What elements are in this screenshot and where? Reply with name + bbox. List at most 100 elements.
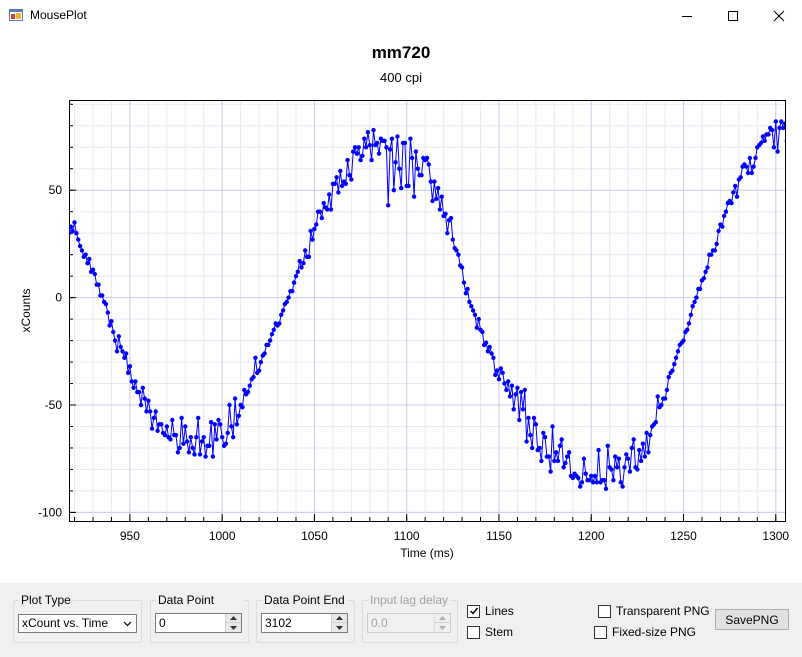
data-point: [70, 228, 75, 234]
spin-up-icon[interactable]: [332, 614, 347, 623]
spin-down-icon[interactable]: [435, 623, 450, 632]
end-input[interactable]: 3102: [261, 613, 348, 633]
data-point: [181, 441, 186, 446]
data-point: [258, 359, 264, 365]
lines-checkbox-box[interactable]: [467, 604, 480, 618]
data-point: [395, 134, 400, 139]
y-tick-label: 50: [49, 183, 63, 197]
data-point: [133, 379, 138, 384]
data-point: [712, 248, 718, 253]
data-point: [747, 155, 753, 161]
data-point: [723, 209, 729, 214]
data-point: [389, 136, 395, 141]
data-point: [720, 224, 725, 229]
data-point: [347, 173, 352, 178]
x-tick-label: 1000: [209, 529, 236, 543]
data-point: [664, 387, 670, 393]
data-point: [729, 200, 734, 206]
data-point: [554, 450, 559, 455]
close-button[interactable]: [756, 0, 802, 31]
data-point: [744, 164, 749, 169]
transparent-png-checkbox[interactable]: Transparent PNG: [598, 604, 710, 618]
data-point: [659, 402, 664, 408]
spin-up-icon[interactable]: [226, 614, 241, 623]
data-point: [542, 435, 548, 440]
data-point: [149, 426, 155, 431]
spin-up-icon[interactable]: [435, 614, 450, 623]
data-point: [291, 280, 297, 285]
end-spinner[interactable]: [331, 614, 347, 632]
x-tick-label: 1200: [578, 529, 605, 543]
data-point: [515, 385, 520, 390]
data-point: [618, 480, 623, 485]
data-point: [611, 478, 616, 483]
data-point: [690, 304, 695, 309]
data-point: [393, 160, 398, 165]
lines-checkbox[interactable]: Lines: [467, 604, 514, 618]
data-point: [214, 437, 219, 442]
data-point: [635, 467, 640, 472]
data-point: [112, 338, 118, 343]
data-point: [146, 398, 151, 403]
data-point: [310, 237, 315, 242]
data-point: [507, 394, 513, 399]
data-point: [631, 437, 636, 442]
maximize-button[interactable]: [710, 0, 756, 31]
data-point: [391, 188, 396, 193]
data-point: [415, 166, 420, 171]
data-point: [90, 267, 96, 272]
x-tick-label: 950: [120, 529, 140, 543]
data-point: [627, 469, 633, 474]
save-png-button[interactable]: SavePNG: [715, 609, 789, 630]
transparent-png-checkbox-box[interactable]: [598, 604, 611, 618]
data-point: [716, 228, 721, 234]
data-point: [653, 420, 658, 425]
data-point: [306, 254, 312, 259]
checkmark-icon: [469, 607, 478, 615]
data-point: [79, 248, 85, 253]
chart[interactable]: 950 1000 1050 1100 1150 1200 1250 1300 50 0 -50 -10…: [0, 31, 802, 583]
data-point: [596, 447, 601, 453]
data-point: [279, 312, 284, 317]
data-point: [467, 299, 472, 305]
data-point: [351, 149, 356, 154]
chevron-down-icon: [123, 621, 132, 627]
data-point: [363, 145, 369, 150]
data-point: [751, 164, 756, 169]
data-point: [430, 198, 435, 204]
data-point: [325, 207, 330, 212]
fixed-size-png-checkbox[interactable]: Fixed-size PNG: [594, 625, 696, 639]
plot-type-select[interactable]: xCount vs. Time: [18, 614, 137, 633]
lag-spinner[interactable]: [434, 614, 450, 632]
data-point: [343, 181, 348, 186]
minimize-button[interactable]: [664, 0, 710, 31]
spin-down-icon[interactable]: [226, 623, 241, 632]
data-point: [465, 286, 470, 292]
stem-checkbox-box[interactable]: [467, 625, 480, 639]
lag-group: Input lag delay 0.0: [362, 593, 458, 643]
data-point: [762, 138, 767, 143]
start-input[interactable]: 0: [155, 613, 242, 633]
data-point: [502, 381, 507, 386]
stem-checkbox[interactable]: Stem: [467, 625, 513, 639]
data-point: [537, 445, 542, 451]
data-point: [153, 409, 158, 414]
spin-down-icon[interactable]: [332, 623, 347, 632]
minor-grid: [69, 100, 785, 521]
data-point: [131, 385, 136, 390]
data-point: [469, 304, 474, 309]
data-point: [520, 407, 526, 412]
start-spinner[interactable]: [225, 614, 241, 632]
data-point: [69, 224, 73, 229]
plot-title: mm720: [371, 43, 431, 62]
data-point: [210, 454, 216, 459]
lag-input[interactable]: 0.0: [367, 613, 451, 633]
plot-area[interactable]: mm720 400 cpi 950 1000 1050 1100 1150 1200 125…: [0, 31, 802, 583]
data-point: [561, 465, 566, 470]
data-point: [280, 308, 286, 313]
data-point: [694, 295, 699, 300]
data-point: [220, 435, 225, 440]
data-point: [589, 473, 594, 479]
fixed-size-png-checkbox-box[interactable]: [594, 625, 607, 639]
tick-labels: 950 1000 1050 1100 1150 1200 1250 1300 50 0 -50 -10…: [38, 183, 789, 543]
